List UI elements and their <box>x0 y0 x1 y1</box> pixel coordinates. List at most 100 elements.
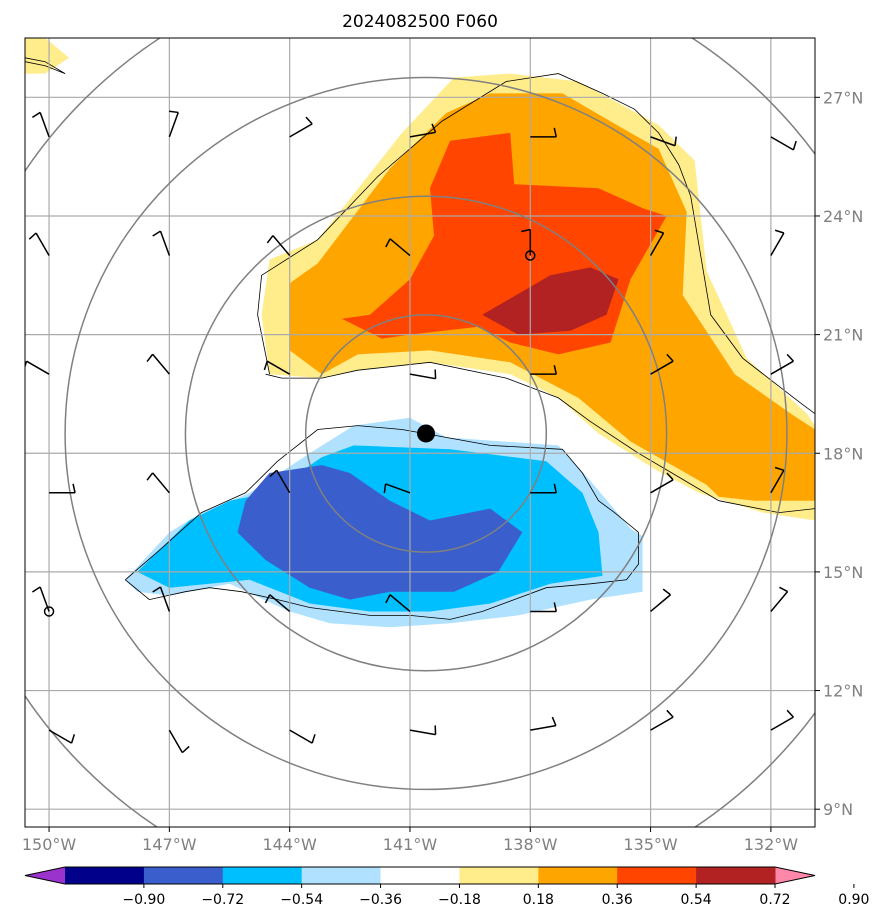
x-tick-label: 147°W <box>142 835 197 854</box>
wind-barb <box>409 123 437 138</box>
contour-line-1 <box>265 361 815 514</box>
wind-barb-flag <box>553 127 558 138</box>
wind-barb-flag <box>152 230 161 237</box>
wind-barb-flag <box>385 238 391 248</box>
wind-barb <box>650 136 677 147</box>
wind-barb-flag <box>521 228 531 233</box>
wind-barb-staff <box>35 232 50 256</box>
range-ring-1 <box>184 195 668 672</box>
wind-barb-flag <box>146 472 154 481</box>
x-tick-label: 141°W <box>383 835 438 854</box>
wind-barb-staff <box>650 360 674 375</box>
contour-line-3 <box>25 57 66 74</box>
wind-barb-flag <box>28 232 37 240</box>
wind-barb <box>409 725 437 736</box>
wind-barb <box>168 110 179 138</box>
wind-barb <box>770 709 794 731</box>
wind-barb-flag <box>666 709 674 718</box>
contour-lines <box>25 57 815 620</box>
colorbar-outline <box>24 866 816 885</box>
y-tick-label: 9°N <box>823 800 853 819</box>
wind-barb-staff <box>266 360 291 375</box>
filled-contours <box>25 38 815 628</box>
wind-barb-staff <box>389 594 411 613</box>
wind-barb-staff <box>152 472 170 494</box>
wind-barb-flag <box>654 229 664 234</box>
wind-barb <box>289 116 313 138</box>
wind-barbs <box>25 110 797 754</box>
x-tick-label: 150°W <box>22 835 77 854</box>
y-tick-label: 12°N <box>823 682 863 701</box>
wind-barb-staff <box>770 591 789 612</box>
wind-barb-flag <box>553 602 558 612</box>
y-tick-label: 18°N <box>823 444 863 463</box>
wind-barb <box>650 353 674 375</box>
wind-barb-flag <box>146 353 154 363</box>
wind-barb-flag <box>152 586 161 593</box>
wind-barb-staff <box>770 232 785 256</box>
wind-barb-staff <box>26 360 50 375</box>
wind-barb-flag <box>263 360 268 371</box>
storm-center-marker <box>417 424 436 443</box>
wind-barb-flag <box>31 586 41 593</box>
wind-barb <box>383 483 411 494</box>
y-tick-label: 27°N <box>823 88 863 107</box>
wind-barb-flag <box>431 123 437 133</box>
wind-barb-staff <box>276 469 291 494</box>
wind-barb-flag <box>383 483 387 494</box>
x-tick-label: 135°W <box>623 835 678 854</box>
wind-barb-flag <box>774 466 785 472</box>
wind-barb-staff <box>409 373 436 380</box>
wind-barb-staff <box>770 360 794 375</box>
wind-barb-staff <box>289 123 313 138</box>
wind-barb <box>49 483 76 494</box>
wind-barb <box>530 483 558 494</box>
wind-barb-flag <box>786 353 794 362</box>
wind-barb <box>264 594 291 613</box>
wind-barb <box>770 229 785 256</box>
plot-frame <box>24 37 816 828</box>
wind-barb-flag <box>666 353 674 362</box>
wind-barb-flag <box>666 472 674 481</box>
y-tick-label: 21°N <box>823 326 863 345</box>
colorbar-extend-high <box>775 867 815 884</box>
wind-barb <box>770 466 785 494</box>
y-tick-label: 15°N <box>823 563 863 582</box>
contour-line-2 <box>125 425 639 620</box>
wind-barb-staff <box>159 230 171 256</box>
filled-region-7 <box>237 465 523 600</box>
wind-barb-flag <box>169 110 179 114</box>
wind-barb <box>385 238 411 257</box>
wind-barb <box>289 729 316 744</box>
wind-barb-flag <box>674 136 677 146</box>
colorbar-tick-label: −0.36 <box>359 892 402 908</box>
wind-barb-flag <box>774 229 785 234</box>
wind-barb-staff <box>272 235 291 257</box>
range-ring-2 <box>64 76 788 791</box>
colorbar-tick-label: 0.54 <box>681 892 712 908</box>
wind-barb <box>650 709 674 731</box>
map-title: 2024082500 F060 <box>342 12 498 32</box>
colorbar-segment <box>380 867 460 884</box>
colorbar-tick-label: −0.90 <box>122 892 165 908</box>
wind-barb-flag <box>31 111 41 119</box>
colorbar-segment <box>222 867 303 884</box>
wind-barb-flag <box>269 469 278 478</box>
wind-barb <box>530 365 558 375</box>
x-tick-label: 132°W <box>744 835 799 854</box>
markers <box>43 250 536 617</box>
wind-barb-flag <box>779 586 788 593</box>
wind-barb <box>269 469 291 494</box>
colorbar-tick-label: 0.36 <box>602 892 633 908</box>
wind-barb-flag <box>551 716 557 726</box>
colorbar-segment <box>538 867 618 884</box>
wind-barb-staff <box>168 112 179 138</box>
wind-barb-flag <box>70 734 76 744</box>
wind-barb-staff <box>409 131 436 138</box>
wind-barb <box>168 729 190 754</box>
wind-barb-staff <box>152 353 170 375</box>
x-tick-label: 138°W <box>503 835 558 854</box>
wind-barb-staff <box>269 594 291 613</box>
